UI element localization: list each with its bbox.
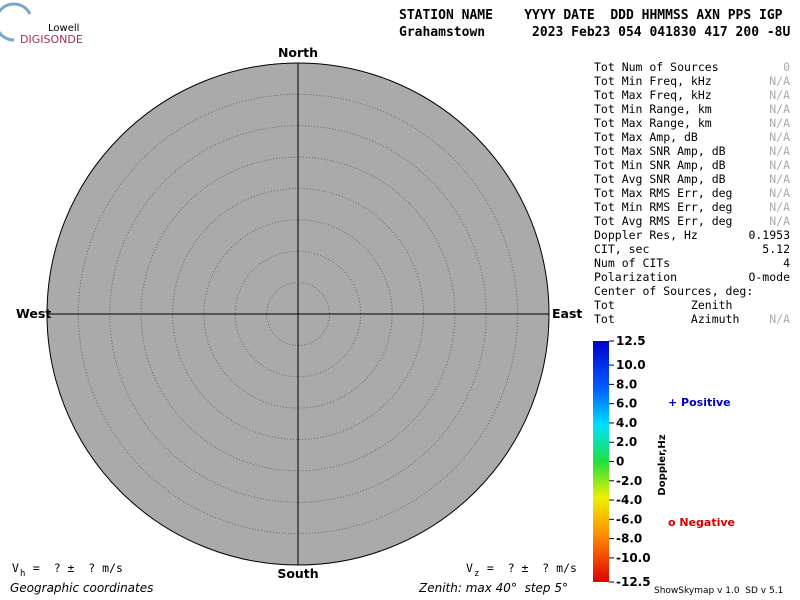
stat-value: 0.1953 <box>748 228 790 242</box>
vh-text: = ? ± ? m/s <box>26 561 123 575</box>
stat-value: N/A <box>769 214 790 228</box>
stat-label: Tot Avg RMS Err, deg <box>594 214 732 228</box>
colorbar-tick-label: 12.5 <box>616 334 646 348</box>
colorbar-tick-label: 4.0 <box>616 416 637 430</box>
stat-value: N/A <box>769 172 790 186</box>
colorbar-tick-label: -4.0 <box>616 493 642 507</box>
colorbar-tick-label: 8.0 <box>616 377 637 391</box>
colorbar-tick-label: 10.0 <box>616 358 646 372</box>
stat-label: Tot Zenith <box>594 298 732 312</box>
stat-label: Tot Max SNR Amp, dB <box>594 144 726 158</box>
stat-value: 4 <box>783 256 790 270</box>
stat-label: Center of Sources, deg: <box>594 284 753 298</box>
stat-label: Tot Max RMS Err, deg <box>594 186 732 200</box>
colorbar-tick-label: -6.0 <box>616 512 642 526</box>
compass-label: West <box>16 306 51 321</box>
stat-value: N/A <box>769 116 790 130</box>
stat-value: O-mode <box>748 270 790 284</box>
stat-label: CIT, sec <box>594 242 649 256</box>
stat-label: Tot Max Freq, kHz <box>594 88 712 102</box>
stat-value: N/A <box>769 312 790 326</box>
polar-plot <box>46 62 550 566</box>
header-line: Grahamstown 2023 Feb23 054 041830 417 20… <box>399 25 791 40</box>
stat-value: 0 <box>783 60 790 74</box>
coordinates-note: Geographic coordinates <box>10 581 153 595</box>
stat-value: N/A <box>769 88 790 102</box>
stat-value: N/A <box>769 144 790 158</box>
stat-value: 5.12 <box>762 242 790 256</box>
logo-top: Lowell <box>48 23 79 34</box>
stat-value: N/A <box>769 158 790 172</box>
compass-label: North <box>278 45 318 60</box>
version: ShowSkymap v 1.0 SD v 5.1 <box>654 586 783 596</box>
stat-label: Doppler Res, Hz <box>594 228 698 242</box>
stat-label: Tot Min Range, km <box>594 102 712 116</box>
colorbar-axis: 12.5 10.0 8.0 6.0 4.0 2.0 0 -2.0 -4.0 -6.0 -8.0 -10… <box>609 334 651 589</box>
colorbar-tick-label: 0 <box>616 455 624 469</box>
stat-label: Tot Max Amp, dB <box>594 130 698 144</box>
vz-text: = ? ± ? m/s <box>480 561 577 575</box>
stat-label: Tot Min SNR Amp, dB <box>594 158 726 172</box>
colorbar-tick-label: -2.0 <box>616 474 642 488</box>
stats-table: Tot Num of Sources 0 Tot Min Freq, kHz N/A T… <box>594 60 790 326</box>
zenith-note: Zenith: max 40° step 5° <box>418 581 568 595</box>
stat-label: Polarization <box>594 270 677 284</box>
stat-label: Tot Max Range, km <box>594 116 712 130</box>
stat-value: N/A <box>769 102 790 116</box>
colorbar-tick-label: 6.0 <box>616 397 637 411</box>
stat-value: N/A <box>769 186 790 200</box>
vz-symbol: V <box>466 561 473 575</box>
colorbar <box>593 341 609 582</box>
legend-positive: + Positive <box>668 396 731 409</box>
stat-label: Tot Num of Sources <box>594 60 719 74</box>
vh-subscript: h <box>20 569 25 579</box>
compass-label: East <box>552 306 582 321</box>
stat-label: Tot Azimuth <box>594 312 739 326</box>
stat-value: N/A <box>769 200 790 214</box>
logo-bottom: DIGISONDE <box>20 33 83 46</box>
vh-symbol: V <box>12 561 19 575</box>
stat-value: N/A <box>769 130 790 144</box>
stat-label: Tot Min Freq, kHz <box>594 74 712 88</box>
stat-value: N/A <box>769 74 790 88</box>
stat-label: Tot Avg SNR Amp, dB <box>594 172 726 186</box>
colorbar-title: Doppler,Hz <box>657 434 668 495</box>
compass-label: South <box>277 566 318 581</box>
colorbar-tick-label: -12.5 <box>616 575 651 589</box>
logo-arc <box>0 2 32 42</box>
legend-negative: o Negative <box>668 516 735 529</box>
stat-label: Tot Min RMS Err, deg <box>594 200 732 214</box>
stat-label: Num of CITs <box>594 256 670 270</box>
vz-subscript: z <box>474 569 479 579</box>
colorbar-tick-label: -8.0 <box>616 532 642 546</box>
colorbar-tick-label: -10.0 <box>616 551 651 565</box>
header-line: STATION NAME YYYY DATE DDD HHMMSS AXN PP… <box>399 8 783 23</box>
colorbar-tick-label: 2.0 <box>616 435 637 449</box>
